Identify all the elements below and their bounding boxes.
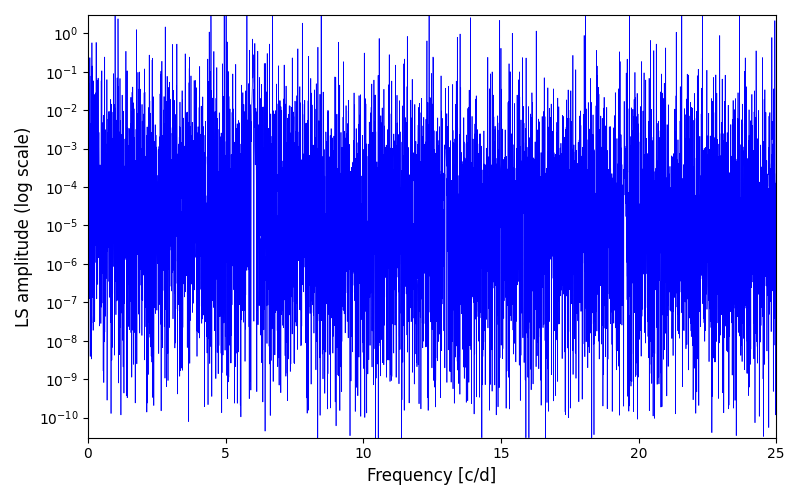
X-axis label: Frequency [c/d]: Frequency [c/d] — [367, 467, 497, 485]
Y-axis label: LS amplitude (log scale): LS amplitude (log scale) — [15, 126, 33, 326]
